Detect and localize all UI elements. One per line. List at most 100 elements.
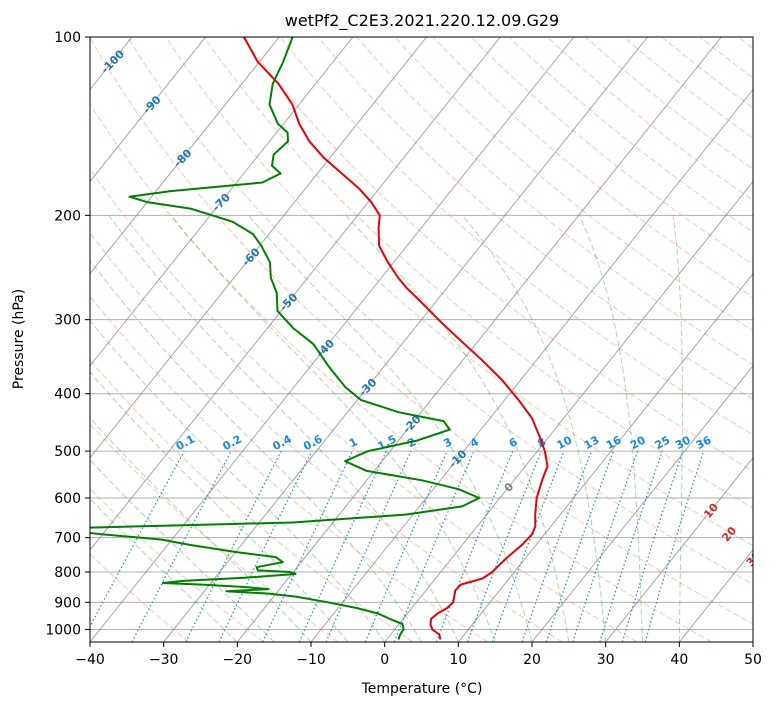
moist-adiabat [462,214,607,642]
mixing-ratio-label: 3 [441,435,454,450]
mixing-ratio-line [325,450,412,642]
mixing-ratio-label: 6 [507,435,520,450]
mixing-ratio-label: 1 [347,435,360,450]
dry-adiabat [90,423,339,642]
dry-adiabat [432,37,753,298]
isotherm [678,549,753,642]
mixing-ratio-line [572,450,639,642]
moist-adiabat [90,459,275,642]
moist-adiabat [90,371,349,642]
isotherm [752,641,753,642]
mixing-ratio-label: 20 [628,433,648,452]
dry-adiabat [90,553,190,642]
y-tick-label: 400 [54,387,81,403]
y-tick-label: 200 [54,208,81,224]
mixing-ratio-label: 25 [653,433,673,452]
dry-adiabat-label: 30 [744,549,764,569]
background-lines [90,37,753,642]
dewpoint-line [90,37,481,640]
isotherm [531,364,753,642]
isotherm-label: -90 [140,93,163,116]
mixing-ratio-label: 0.6 [301,432,325,453]
dry-adiabat [90,487,264,642]
isotherm [90,37,501,551]
mixing-ratio-line [521,450,592,642]
y-tick-label: 500 [54,444,81,460]
x-tick-label: −30 [149,652,179,668]
mixing-ratio-label: 0.4 [270,432,294,453]
mixing-ratio-label: 4 [468,435,481,450]
isotherm-label: -50 [277,290,300,313]
dry-adiabat [90,167,638,642]
mixing-ratio-line [621,450,684,642]
profile-lines [90,37,549,640]
dry-adiabat [127,37,753,585]
dry-adiabat [508,37,753,233]
moist-adiabat [170,214,496,642]
dry-adiabat [90,295,488,642]
x-tick-label: 10 [449,652,467,668]
dry-adiabat [279,37,753,436]
y-tick-label: 300 [54,313,81,329]
y-tick-label: 700 [54,531,81,547]
dry-adiabat [203,37,753,509]
mixing-ratio-label: 1.5 [375,432,398,453]
mixing-ratio-line [393,450,475,642]
dry-adiabat [318,37,753,401]
x-tick-label: 30 [597,652,615,668]
dry-adiabat [90,102,712,642]
plot-frame [89,36,754,643]
chart-title: wetPf2_C2E3.2021.220.12.09.G29 [285,11,559,31]
moist-adiabat [248,214,533,642]
dry-adiabat [737,37,753,50]
isotherm-label: -80 [171,146,194,169]
y-tick-label: 1000 [45,622,81,638]
mixing-ratio-line [466,450,542,642]
isotherm [457,272,753,642]
y-axis: 100 200 300 400 500 600 700 800 900 1000 [45,30,90,638]
isotherm [90,37,354,367]
mixing-ratio-line [218,450,313,642]
dry-adiabat [699,37,753,79]
isotherm [236,37,722,642]
mixing-ratio-line [262,450,354,642]
mixing-ratio-label: 36 [694,433,714,452]
mixing-ratio-label: 16 [604,433,624,452]
mixing-ratio-label: 30 [673,433,693,452]
y-tick-label: 600 [54,491,81,507]
isotherm [90,37,280,275]
mixing-ratio-line [545,450,614,642]
mixing-ratio-label: 13 [582,433,602,452]
dry-adiabat-label: 40 [753,584,773,604]
x-tick-label: 40 [670,652,688,668]
isotherm-label: -60 [240,245,263,268]
x-tick-label: −10 [296,652,326,668]
y-tick-label: 900 [54,595,81,611]
dry-adiabat [547,37,753,201]
x-axis: −40 −30 −20 −10 0 10 20 30 40 50 [75,642,762,668]
mixing-ratio-line [90,450,185,628]
x-tick-label: 0 [380,652,389,668]
dry-adiabat [90,231,563,642]
moist-adiabat [90,417,312,642]
mixing-ratio-line [435,450,514,642]
mixing-ratio-line [599,450,663,642]
moist-adiabat [672,215,683,642]
moist-adiabat [90,498,238,642]
x-tick-label: 50 [744,652,762,668]
dry-adiabat [394,37,753,332]
dry-adiabat [165,37,753,547]
isotherm [310,88,753,642]
isotherm [90,37,207,183]
dry-adiabat [356,37,753,366]
x-tick-label: −40 [75,652,105,668]
moist-adiabat [578,215,643,642]
x-tick-label: 20 [523,652,541,668]
mixing-ratio-line [644,450,705,642]
isotherm [384,180,753,642]
mixing-ratio-line [298,450,387,642]
isotherm [163,37,649,642]
mixing-ratio-label: 10 [555,433,575,452]
x-tick-label: −20 [223,652,253,668]
